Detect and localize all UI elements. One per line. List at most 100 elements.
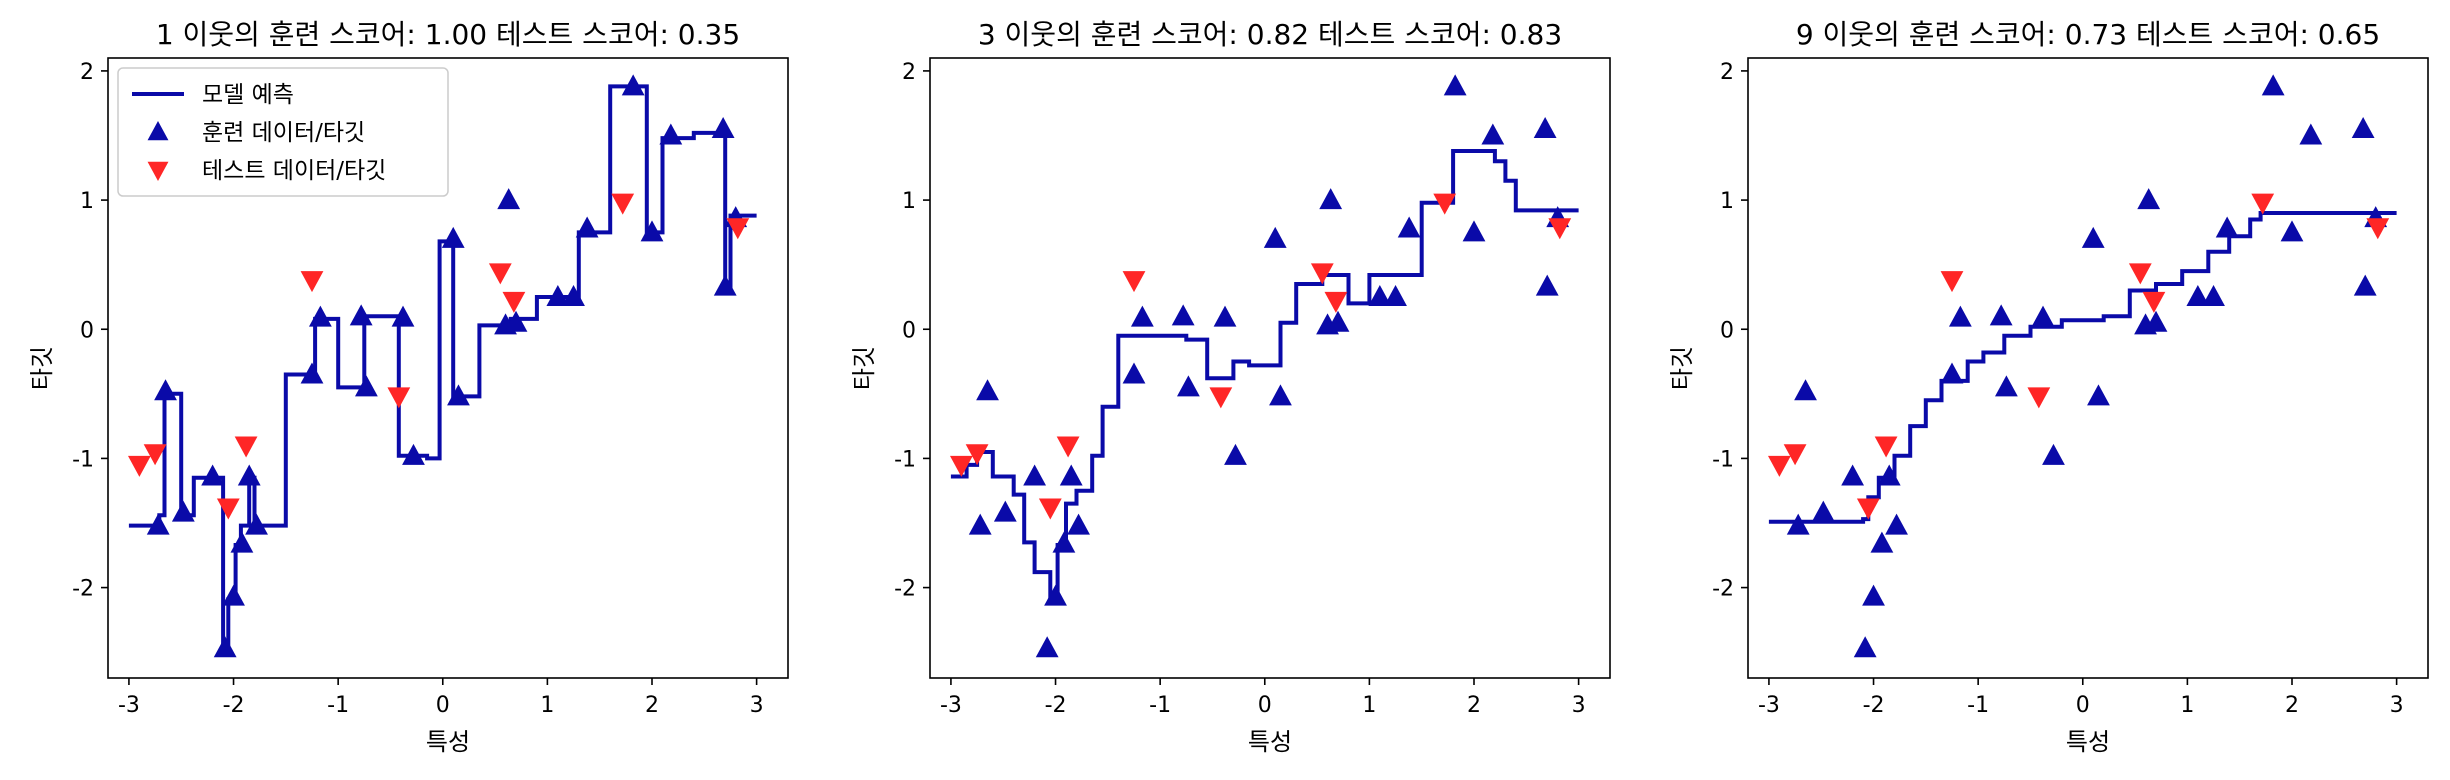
train-point [1481, 123, 1505, 145]
train-point [237, 464, 261, 486]
panel-title: 1 이웃의 훈련 스코어: 1.00 테스트 스코어: 0.35 [156, 18, 740, 51]
train-point [575, 216, 599, 238]
train-point [1368, 284, 1392, 306]
train-point [2299, 123, 2323, 145]
train-point [1853, 636, 1877, 658]
test-point [300, 271, 324, 293]
test-point [1874, 436, 1898, 458]
y-tick-label: 1 [902, 189, 916, 214]
test-point [1856, 498, 1880, 520]
test-point [726, 218, 750, 240]
train-point [2202, 284, 2225, 306]
train-point [711, 117, 735, 139]
train-point [1443, 74, 1467, 96]
train-point [308, 305, 332, 327]
train-point [2087, 384, 2110, 406]
train-point [201, 464, 225, 486]
train-point [171, 500, 195, 522]
x-tick-label: -3 [940, 693, 962, 718]
train-point [546, 284, 570, 306]
test-point [1767, 455, 1791, 477]
legend-test-swatch [147, 161, 169, 181]
plot-area [949, 74, 1579, 658]
train-point [1269, 384, 1292, 406]
y-tick-label: 0 [902, 318, 916, 343]
x-tick-label: 1 [1362, 693, 1376, 718]
test-point [1433, 193, 1457, 215]
train-point [1326, 310, 1350, 332]
train-point [349, 304, 373, 326]
x-axis-label: 특성 [426, 728, 470, 756]
y-tick-label: 0 [80, 318, 94, 343]
x-axis-label: 특성 [2066, 728, 2110, 756]
y-tick-label: 2 [902, 60, 916, 85]
train-point [402, 443, 425, 465]
plot-area [127, 74, 757, 658]
chart-panel-2: 3 이웃의 훈련 스코어: 0.82 테스트 스코어: 0.83 -3 -2 -1 0 1… [850, 18, 1611, 756]
train-point [154, 379, 177, 401]
train-point [1177, 375, 1200, 397]
train-point [621, 74, 645, 96]
test-point [1940, 271, 1964, 293]
legend-entry: 훈련 데이터/타깃 [202, 120, 365, 146]
train-point [300, 362, 324, 384]
test-point [1548, 218, 1572, 240]
prediction-line [1768, 211, 2397, 524]
chart-panel-1: 1 이웃의 훈련 스코어: 1.00 테스트 스코어: 0.35 -3 -2 -1 0 1… [28, 18, 789, 756]
x-tick-label: 2 [2285, 693, 2299, 718]
y-axis-label: 타깃 [1668, 346, 1696, 390]
train-point [2081, 226, 2105, 248]
test-point [387, 387, 411, 409]
train-point [1940, 362, 1964, 384]
test-point [127, 455, 151, 477]
train-point [1044, 584, 1067, 606]
x-tick-label: 2 [645, 693, 659, 718]
train-point [504, 310, 528, 332]
test-point [965, 444, 989, 466]
panel-title: 9 이웃의 훈련 스코어: 0.73 테스트 스코어: 0.65 [1796, 18, 2380, 51]
train-point [713, 274, 737, 296]
train-point [1397, 216, 1421, 238]
x-tick-label: 2 [1467, 693, 1481, 718]
test-point [2142, 291, 2166, 313]
test-point [1122, 271, 1146, 293]
test-point [1310, 263, 1334, 285]
test-point [611, 193, 635, 215]
x-tick-label: 1 [540, 693, 554, 718]
train-point [245, 513, 268, 535]
x-tick-label: 3 [750, 693, 764, 718]
y-axis-label: 타깃 [28, 346, 56, 390]
legend-box [117, 67, 449, 197]
train-point [1059, 464, 1083, 486]
test-point [502, 291, 526, 313]
train-point [1995, 375, 2018, 397]
train-point [1786, 513, 1810, 535]
test-point [1209, 387, 1233, 409]
test-point [1324, 291, 1348, 313]
train-point [2042, 443, 2065, 465]
test-point [2251, 193, 2275, 215]
test-point [488, 263, 512, 285]
prediction-line [128, 84, 757, 652]
train-point [1811, 500, 1835, 522]
axes-frame [929, 57, 1611, 679]
train-point [1213, 305, 1237, 327]
train-point [1533, 117, 1557, 139]
train-point [1263, 226, 1287, 248]
train-point [355, 375, 378, 397]
test-point [234, 436, 258, 458]
train-point [1052, 531, 1076, 553]
x-tick-label: -2 [1045, 693, 1067, 718]
y-axis-label: 타깃 [850, 346, 878, 390]
plot-area [1767, 74, 2397, 658]
x-tick-label: 3 [1572, 693, 1586, 718]
x-tick-label: -3 [1758, 693, 1780, 718]
test-point [2366, 218, 2390, 240]
train-point [1862, 584, 1885, 606]
train-point [976, 379, 999, 401]
train-point [213, 636, 237, 658]
y-tick-label: 1 [80, 189, 94, 214]
x-tick-label: -2 [1863, 693, 1885, 718]
